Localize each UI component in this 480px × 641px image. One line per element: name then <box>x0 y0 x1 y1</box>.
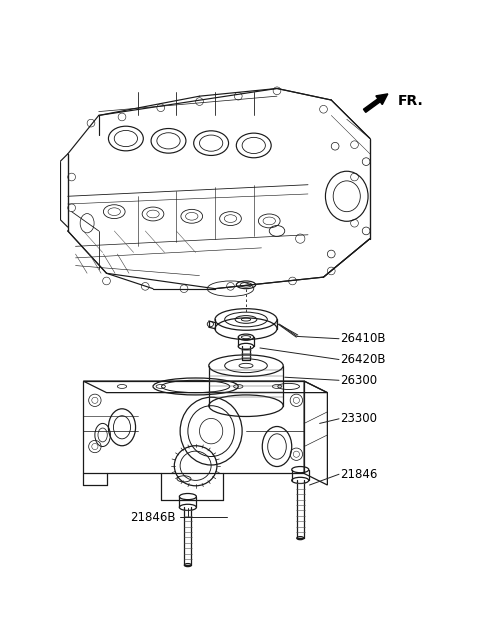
Text: 21846: 21846 <box>340 468 378 481</box>
Text: 23300: 23300 <box>340 412 378 425</box>
Text: 26300: 26300 <box>340 374 378 387</box>
Text: FR.: FR. <box>398 94 424 108</box>
Text: 26420B: 26420B <box>340 353 386 366</box>
Text: 26410B: 26410B <box>340 332 386 345</box>
Text: 21846B: 21846B <box>130 511 175 524</box>
FancyArrow shape <box>363 94 388 112</box>
